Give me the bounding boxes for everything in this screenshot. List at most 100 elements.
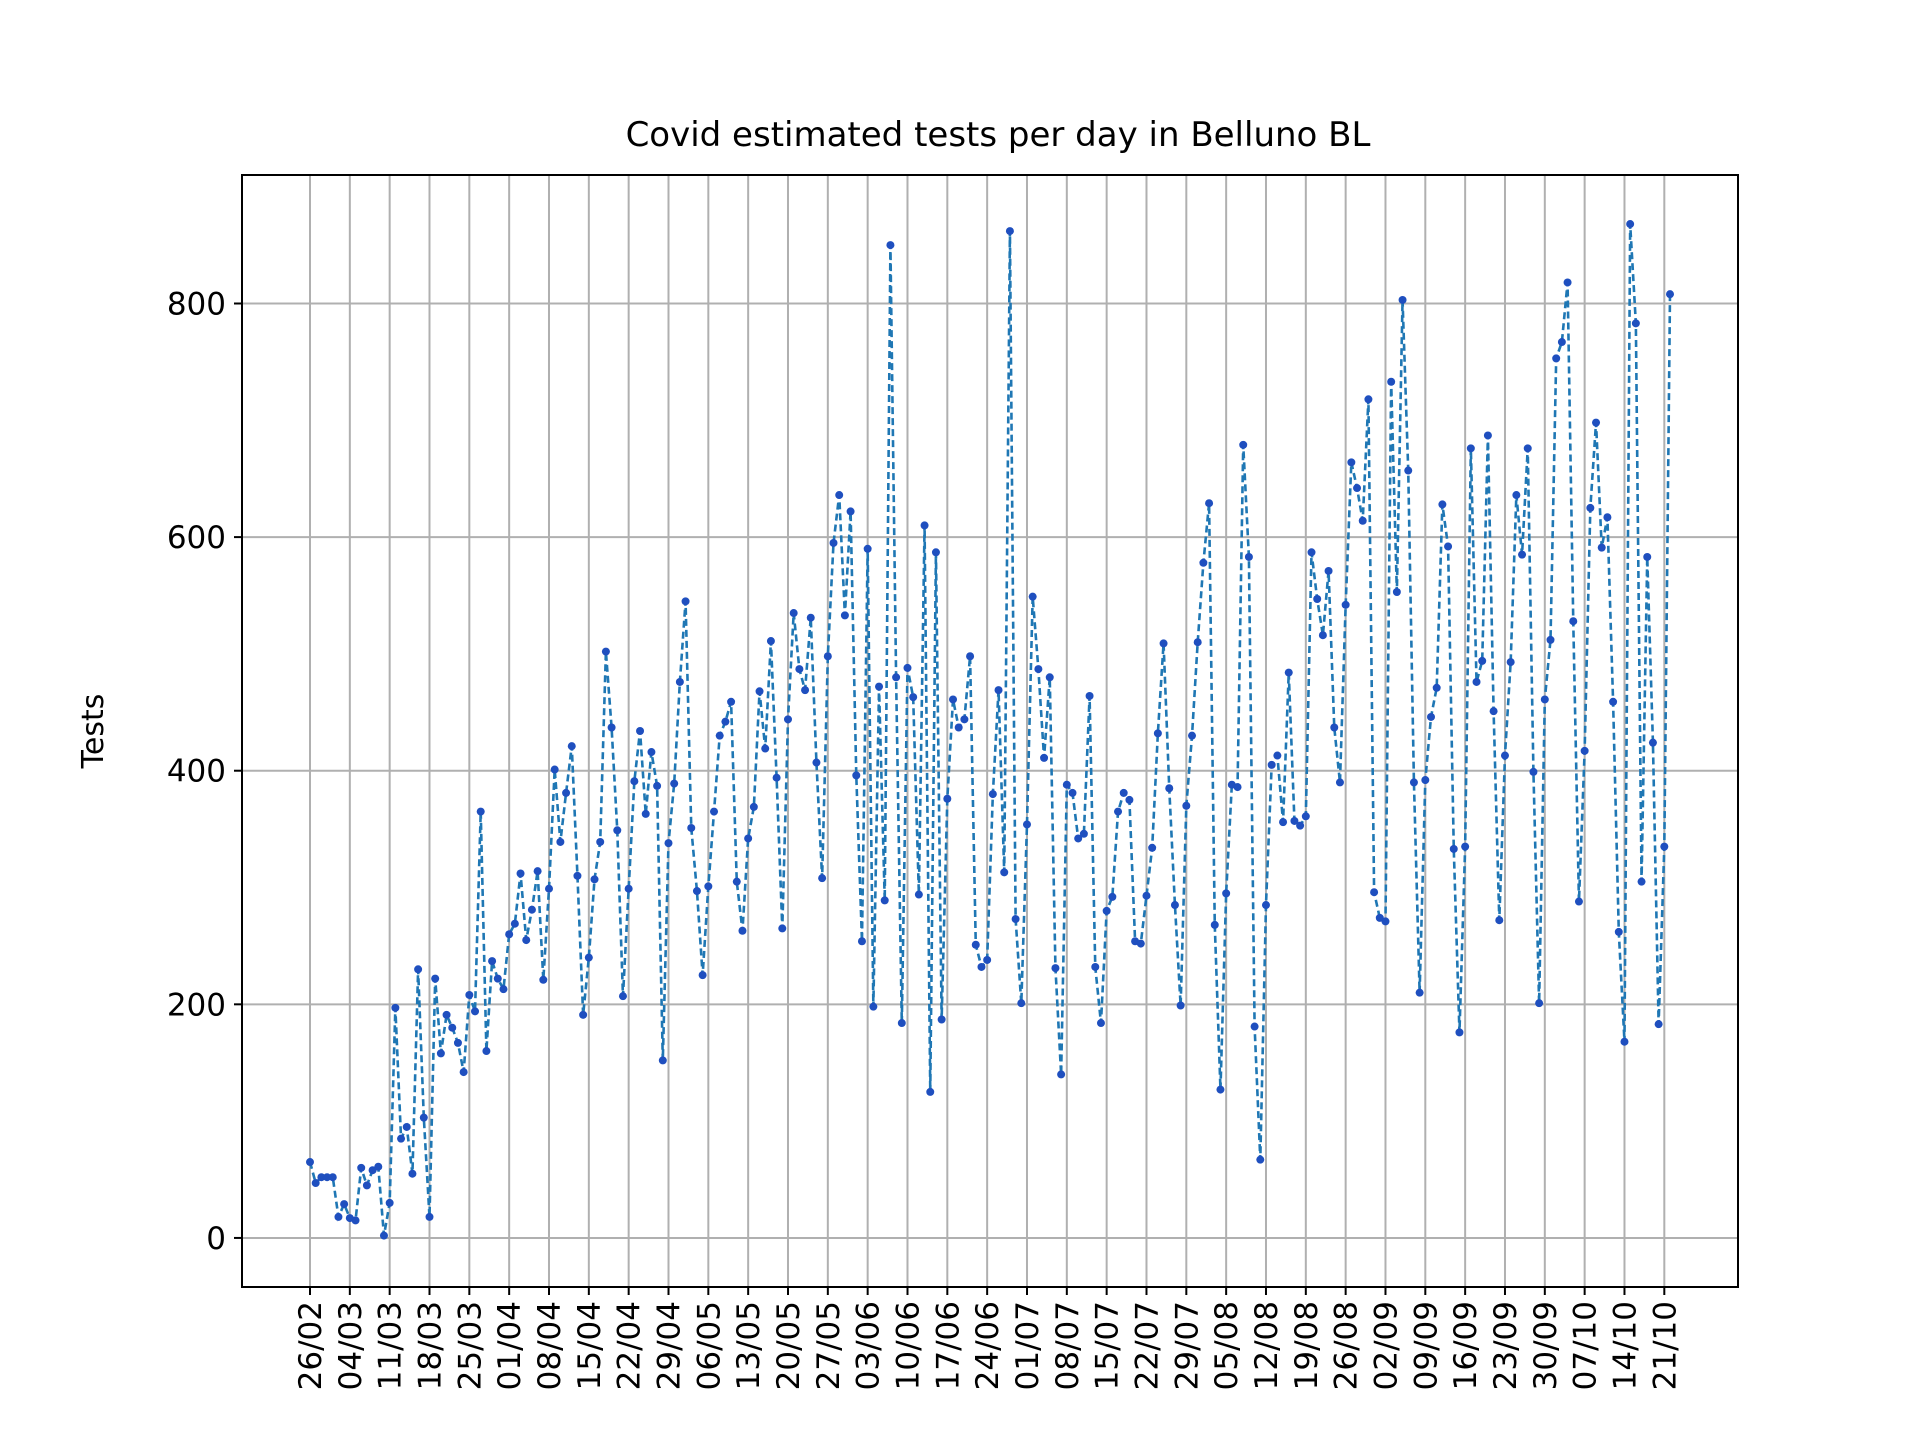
data-point: [829, 538, 838, 547]
data-point: [505, 930, 514, 939]
data-point: [812, 758, 821, 767]
data-point: [1563, 278, 1572, 287]
data-point: [1000, 868, 1009, 877]
data-point: [323, 1173, 332, 1182]
data-point: [590, 875, 599, 884]
x-tick-label: 12/08: [1249, 1301, 1285, 1390]
data-point: [419, 1113, 428, 1122]
x-tick-label: 15/04: [572, 1301, 608, 1390]
data-point: [1068, 788, 1077, 797]
data-point: [914, 890, 923, 899]
data-point: [431, 974, 440, 983]
x-tick-label: 04/03: [333, 1301, 369, 1390]
data-point: [556, 837, 565, 846]
data-point: [1114, 807, 1123, 816]
x-tick-label: 26/02: [293, 1301, 329, 1390]
data-point: [442, 1010, 451, 1019]
data-point: [584, 953, 593, 962]
x-tick-label: 21/10: [1647, 1301, 1683, 1390]
data-point: [1592, 418, 1601, 427]
data-point: [1557, 338, 1566, 347]
data-point: [1233, 783, 1242, 792]
data-point: [1466, 444, 1475, 453]
x-tick-label: 27/05: [811, 1301, 847, 1390]
data-point: [607, 723, 616, 732]
data-point: [488, 957, 497, 966]
data-point: [1392, 588, 1401, 596]
data-point: [761, 744, 770, 753]
data-point: [1643, 552, 1652, 561]
data-point: [772, 773, 781, 782]
data-point: [357, 1163, 366, 1172]
x-tick-label: 08/04: [532, 1301, 568, 1390]
data-point: [311, 1179, 320, 1188]
data-point: [476, 807, 485, 816]
data-point: [1529, 767, 1538, 776]
data-point: [1455, 1028, 1464, 1037]
data-point: [1119, 788, 1128, 797]
x-tick-label: 17/06: [930, 1301, 966, 1390]
data-point: [1108, 892, 1117, 901]
data-point: [379, 1231, 388, 1240]
data-point: [692, 887, 701, 896]
data-point: [1193, 638, 1202, 647]
data-point: [687, 823, 696, 832]
data-point: [1017, 999, 1026, 1008]
data-point: [402, 1122, 411, 1131]
data-point: [1609, 697, 1618, 706]
data-point: [1483, 431, 1492, 440]
data-point: [1239, 440, 1248, 449]
x-tick-label: 14/10: [1607, 1301, 1643, 1390]
data-point: [1580, 746, 1589, 755]
data-point: [749, 802, 758, 811]
data-point: [544, 884, 553, 893]
data-point: [630, 777, 639, 786]
data-point: [1586, 503, 1595, 512]
data-point: [1170, 901, 1179, 910]
data-point: [966, 652, 975, 661]
data-point: [1045, 673, 1054, 682]
x-tick-label: 07/10: [1568, 1301, 1604, 1390]
x-tick-label: 01/04: [492, 1301, 528, 1390]
data-point: [414, 965, 423, 974]
data-point: [715, 731, 724, 740]
data-point: [1614, 927, 1623, 936]
data-point: [1148, 843, 1157, 852]
x-tick-label: 20/05: [771, 1301, 807, 1390]
data-point: [306, 1158, 314, 1167]
data-point: [1387, 377, 1396, 386]
data-point: [579, 1010, 588, 1019]
data-point: [527, 905, 536, 914]
data-point: [1273, 751, 1282, 760]
data-point: [960, 715, 969, 724]
data-point: [516, 869, 525, 878]
data-point: [573, 871, 582, 880]
data-point: [1216, 1085, 1225, 1094]
x-tick-label: 11/03: [373, 1301, 409, 1390]
data-point: [1512, 491, 1521, 500]
data-point: [658, 1056, 667, 1065]
data-point: [1142, 891, 1151, 900]
chart-title: Covid estimated tests per day in Belluno…: [626, 115, 1371, 155]
data-point: [903, 663, 912, 672]
data-point: [738, 926, 747, 935]
data-point: [391, 1003, 400, 1012]
data-point: [1523, 444, 1532, 453]
data-point: [1210, 920, 1219, 929]
data-point: [499, 985, 508, 994]
x-tick-label: 02/09: [1368, 1301, 1404, 1390]
data-point: [1028, 592, 1037, 601]
data-point: [721, 717, 730, 726]
data-point: [755, 687, 764, 696]
data-point: [1182, 801, 1191, 810]
data-point: [1176, 1001, 1185, 1010]
y-tick-label: 400: [167, 754, 226, 790]
data-point: [1648, 738, 1657, 747]
data-point: [783, 715, 792, 724]
data-point: [846, 507, 855, 516]
data-point: [1535, 999, 1544, 1008]
data-point: [1313, 595, 1322, 604]
data-point: [1603, 513, 1612, 522]
data-point: [994, 686, 1003, 695]
